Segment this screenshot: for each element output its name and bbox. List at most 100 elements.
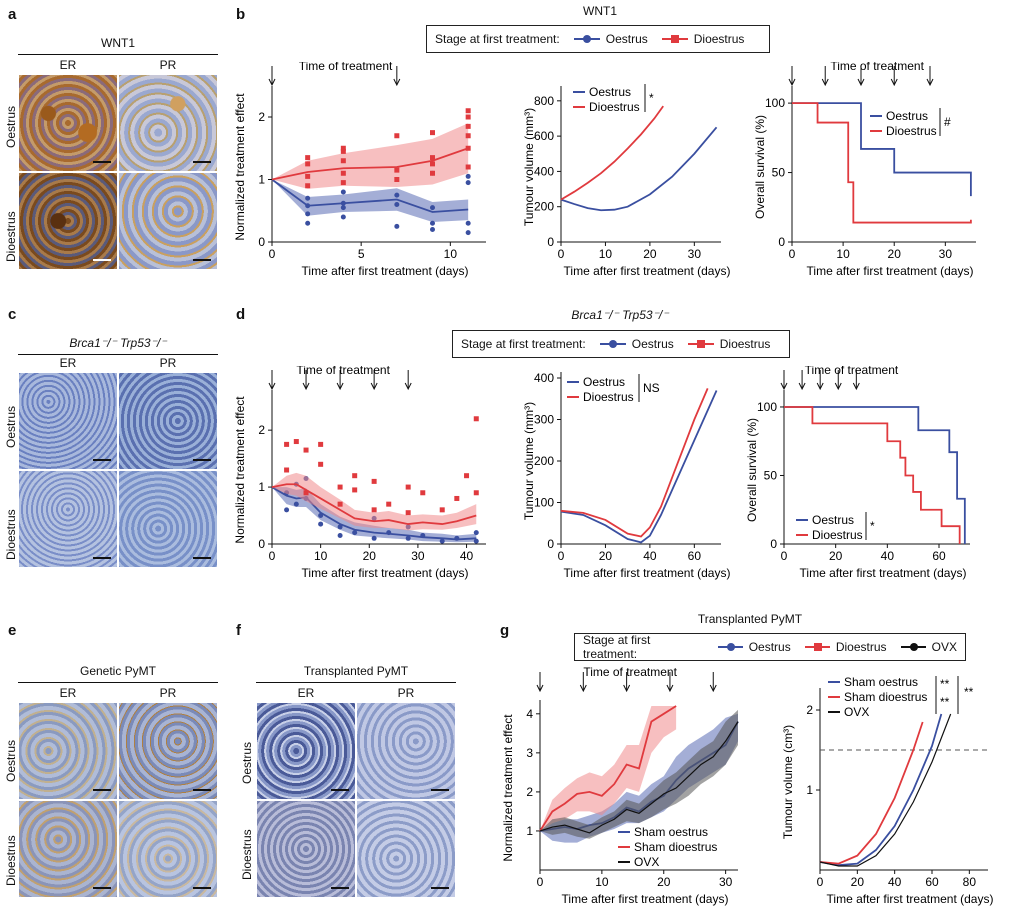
x-axis-label-b3: Time after first treatment (days) bbox=[807, 264, 974, 278]
series-b1-oestrus-point bbox=[394, 202, 400, 207]
scale-bar bbox=[193, 789, 211, 791]
panel-f-col-pr: PR bbox=[397, 686, 415, 700]
treatment-arrow-head-b3 bbox=[890, 78, 898, 87]
legend-b-label: Stage at first treatment: bbox=[435, 32, 560, 46]
series-d1-dioestrus-point bbox=[284, 467, 290, 473]
series-d1-dioestrus-point bbox=[284, 441, 290, 447]
series-b1-oestrus-point bbox=[340, 214, 346, 220]
sig-label-g2: ** bbox=[940, 677, 950, 691]
series-d1-dioestrus-point bbox=[303, 447, 309, 453]
legend-label-b2: Oestrus bbox=[589, 85, 631, 99]
series-b2-dioestrus-line bbox=[560, 105, 664, 201]
y-tick-label-b1: 2 bbox=[258, 110, 265, 124]
y-tick-label-g1: 1 bbox=[526, 824, 533, 838]
series-b1-oestrus-point bbox=[465, 220, 471, 226]
x-tick-label-b2: 30 bbox=[688, 247, 702, 261]
series-b1-dioestrus-point bbox=[465, 114, 471, 120]
y-tick-label-b2: 0 bbox=[547, 235, 554, 249]
panel-c-row-oestrus: Oestrus bbox=[4, 405, 18, 448]
panel-c-col-er: ER bbox=[59, 356, 77, 370]
treatment-arrow-head-d3 bbox=[834, 382, 842, 391]
series-g1-sham-oestrus-band bbox=[540, 713, 738, 843]
x-tick-label-b2: 20 bbox=[643, 247, 657, 261]
x-tick-label-d1: 30 bbox=[411, 549, 425, 563]
x-tick-label-b1: 10 bbox=[444, 247, 458, 261]
series-b1-dioestrus-line bbox=[271, 147, 469, 181]
micrograph-f-oestrus-er bbox=[256, 702, 356, 800]
legend-g-oestrus-swatch bbox=[717, 642, 743, 652]
micrograph-e-dioestrus-pr bbox=[118, 800, 218, 898]
x-tick-label-b3: 10 bbox=[836, 247, 850, 261]
series-g1-ovx-line bbox=[539, 721, 739, 834]
x-tick-label-d1: 0 bbox=[269, 549, 276, 563]
series-d1-dioestrus-point bbox=[337, 484, 343, 490]
series-d1-dioestrus-point bbox=[371, 478, 377, 484]
y-tick-label-b2: 400 bbox=[534, 164, 554, 178]
series-b1-oestrus-point bbox=[465, 173, 471, 179]
series-b1-oestrus-point bbox=[430, 227, 435, 232]
x-tick-label-g1: 0 bbox=[537, 875, 544, 889]
panel-d-letter: d bbox=[236, 306, 246, 323]
series-b1-dioestrus-point bbox=[465, 123, 471, 129]
chart-b-survival: 0 10 20 30 0 50 100 Time after first treatment … bbox=[753, 62, 976, 278]
scale-bar bbox=[193, 887, 211, 889]
chart-b-treatment-effect: 0 5 10 0 1 2 Time after first treatment (days)… bbox=[233, 62, 486, 278]
x-tick-label-g2: 60 bbox=[925, 875, 939, 889]
treatment-arrow-head-d3 bbox=[852, 382, 860, 391]
legend-d: Stage at first treatment: Oestrus Dioest… bbox=[452, 330, 790, 358]
y-tick-label-b2: 600 bbox=[534, 129, 554, 143]
treatment-arrow-head-g1 bbox=[709, 684, 717, 693]
x-tick-label-d2: 60 bbox=[688, 549, 702, 563]
x-tick-label-g2: 40 bbox=[888, 875, 902, 889]
legend-g: Stage at first treatment: Oestrus Dioest… bbox=[574, 633, 966, 661]
y-tick-label-d1: 1 bbox=[258, 480, 265, 494]
series-d2-oestrus-line bbox=[560, 390, 718, 544]
treatment-arrow-head-b3 bbox=[926, 78, 934, 87]
series-d1-dioestrus-point bbox=[420, 490, 426, 496]
series-d1-dioestrus-point bbox=[352, 487, 358, 493]
series-d1-dioestrus-point bbox=[454, 495, 460, 501]
panel-g-letter: g bbox=[500, 622, 510, 639]
treatment-arrow-head-g1 bbox=[536, 684, 544, 693]
sig-label-g2: ** bbox=[964, 685, 974, 699]
panel-a-rule bbox=[18, 54, 218, 55]
scale-bar bbox=[93, 459, 111, 461]
x-tick-label-b2: 0 bbox=[558, 247, 565, 261]
series-b1-oestrus-point bbox=[430, 220, 435, 226]
y-tick-label-g1: 4 bbox=[526, 707, 533, 721]
sig-label-b3: # bbox=[944, 115, 951, 129]
x-axis-label-d1: Time after first treatment (days) bbox=[302, 566, 469, 580]
legend-g-ovx-label: OVX bbox=[931, 640, 957, 654]
legend-label-d3: Oestrus bbox=[812, 513, 854, 527]
treatment-arrow-head-d1 bbox=[370, 382, 378, 391]
series-d1-dioestrus-point bbox=[352, 473, 358, 479]
annotation-b3: Time of treatment bbox=[830, 62, 924, 73]
micrograph-a-dioestrus-pr bbox=[118, 172, 218, 270]
annotation-d3: Time of treatment bbox=[805, 366, 899, 377]
y-tick-label-b1: 0 bbox=[258, 235, 265, 249]
series-d1-dioestrus-point bbox=[337, 501, 343, 507]
legend-label-g1: Sham dioestrus bbox=[634, 840, 717, 854]
sig-label-g2: ** bbox=[940, 695, 950, 709]
legend-g-oestrus-label: Oestrus bbox=[748, 640, 791, 654]
y-tick-label-b3: 100 bbox=[765, 96, 785, 110]
panel-e-col-pr: PR bbox=[159, 686, 177, 700]
series-b1-dioestrus-point bbox=[465, 164, 471, 170]
micrograph-c-oestrus-er bbox=[18, 372, 118, 470]
y-tick-label-g1: 2 bbox=[526, 785, 533, 799]
y-axis-label-b2: Tumour volume (mm³) bbox=[522, 108, 536, 226]
legend-label-d2: Oestrus bbox=[583, 375, 625, 389]
panel-a-row-dioestrus: Dioestrus bbox=[4, 211, 18, 262]
chart-g-tumour-volume: 0 20 40 60 80 1 2 Time after first treatment (d… bbox=[781, 675, 993, 906]
scale-bar bbox=[193, 459, 211, 461]
series-b1-dioestrus-point bbox=[305, 173, 311, 179]
x-tick-label-g2: 80 bbox=[963, 875, 977, 889]
series-d1-dioestrus-point bbox=[464, 473, 470, 479]
x-tick-label-d1: 20 bbox=[363, 549, 377, 563]
series-b1-dioestrus-point bbox=[430, 161, 435, 167]
series-b1-dioestrus-point bbox=[340, 170, 346, 176]
y-axis-label-d3: Overall survival (%) bbox=[745, 418, 759, 522]
y-axis-label-g2: Tumour volume (cm³) bbox=[781, 725, 795, 839]
micrograph-e-oestrus-er bbox=[18, 702, 118, 800]
panel-f-letter: f bbox=[236, 622, 241, 639]
